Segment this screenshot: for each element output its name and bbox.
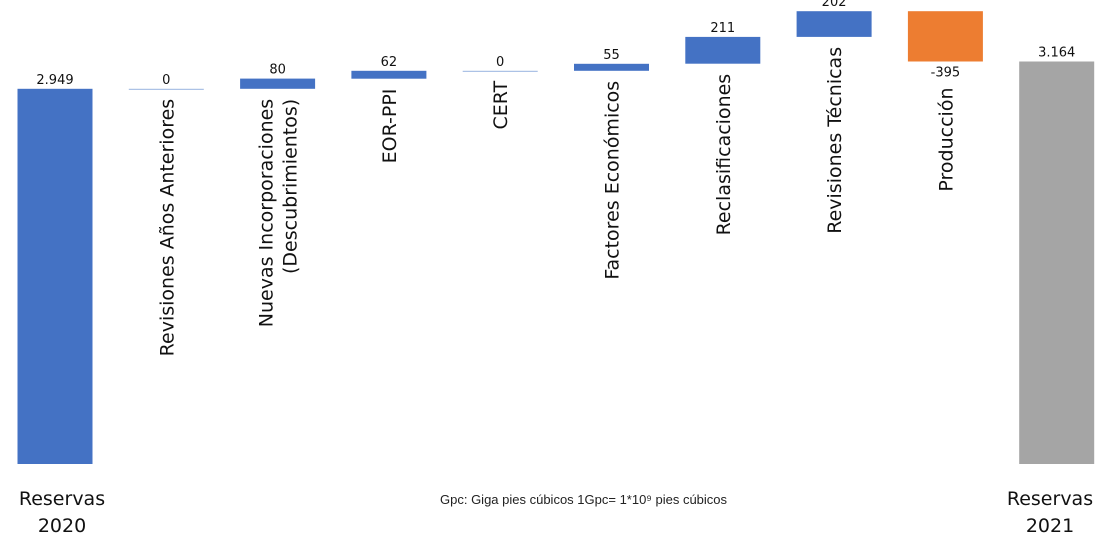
category-label-line: Revisiones Años Anteriores bbox=[156, 99, 178, 357]
data-label-7: 211 bbox=[710, 21, 735, 36]
category-label-line: Reclasificaciones bbox=[713, 74, 735, 236]
category-label-line: EOR-PPI bbox=[379, 89, 401, 164]
category-label-line: Reservas bbox=[18, 488, 106, 510]
data-label-9: -395 bbox=[931, 66, 961, 81]
category-label-reservas-2021: Reservas 2021 bbox=[990, 486, 1101, 540]
category-label-6: Factores Económicos bbox=[602, 81, 624, 280]
category-label-line: CERT bbox=[490, 80, 512, 129]
category-label-line: Revisiones Técnicas bbox=[824, 47, 846, 234]
category-label-5: CERT bbox=[490, 80, 512, 129]
category-label-2: Revisiones Años Anteriores bbox=[156, 99, 178, 357]
data-label-8: 202 bbox=[822, 0, 847, 10]
bar-4 bbox=[351, 70, 427, 79]
category-label-line: Nuevas Incorporaciones bbox=[256, 99, 278, 327]
bar-7 bbox=[685, 36, 761, 64]
bar-3 bbox=[240, 78, 316, 89]
category-label-line: Reservas bbox=[1006, 488, 1094, 510]
category-label-line: Factores Económicos bbox=[602, 81, 624, 280]
data-label-3: 80 bbox=[269, 63, 286, 78]
bar-6 bbox=[574, 63, 649, 71]
bar-1 bbox=[17, 88, 93, 465]
data-label-4: 62 bbox=[381, 55, 398, 70]
bar-9 bbox=[907, 11, 983, 62]
category-label-8: Revisiones Técnicas bbox=[824, 47, 846, 234]
category-label-line: (Descubrimientos) bbox=[280, 99, 302, 274]
data-label-10: 3.164 bbox=[1038, 46, 1075, 61]
data-label-1: 2.949 bbox=[36, 73, 73, 88]
category-label-9: Producción bbox=[935, 88, 957, 192]
category-label-line: Producción bbox=[935, 88, 957, 192]
data-label-6: 55 bbox=[603, 48, 620, 63]
units-note: Gpc: Giga pies cúbicos 1Gpc= 1*10⁹ pies … bbox=[440, 492, 728, 507]
bar-5 bbox=[462, 70, 538, 72]
category-label-reservas-2020: Reservas 2020 bbox=[2, 486, 122, 540]
category-label-7: Reclasificaciones bbox=[713, 74, 735, 236]
data-label-2: 0 bbox=[162, 73, 170, 88]
category-label-line: 2021 bbox=[1025, 515, 1075, 537]
bar-8 bbox=[796, 11, 872, 37]
bar-2 bbox=[128, 88, 204, 90]
bar-10 bbox=[1019, 61, 1095, 464]
category-label-4: EOR-PPI bbox=[379, 89, 401, 164]
category-label-3: Nuevas Incorporaciones (Descubrimientos) bbox=[256, 99, 302, 327]
data-label-5: 0 bbox=[496, 55, 504, 70]
category-label-line: 2020 bbox=[37, 515, 87, 537]
